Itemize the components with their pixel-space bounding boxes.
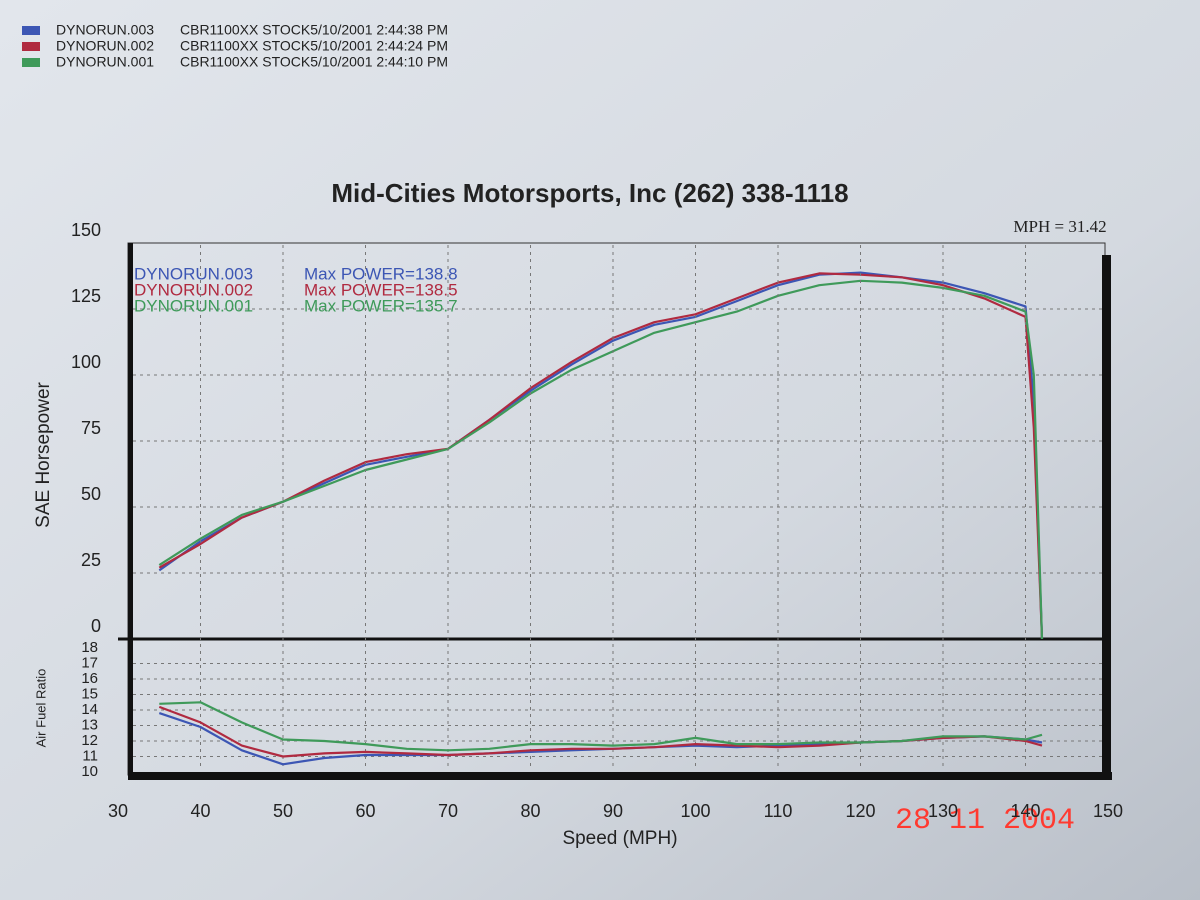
y-tick-label: 10 [81, 763, 98, 780]
y-tick-label: 25 [81, 550, 101, 570]
annotation: MPH = 31.42 [1013, 217, 1106, 236]
x-tick-label: 130 [928, 801, 958, 821]
series-line [159, 701, 1043, 752]
legend-swatch [22, 42, 40, 51]
legend-name: DYNORUN.001 [134, 296, 253, 315]
x-tick-label: 110 [764, 801, 793, 821]
run-info: CBR1100XX STOCK5/10/2001 2:44:38 PM [180, 22, 448, 38]
run-name: DYNORUN.003 [56, 22, 154, 38]
y-tick-label: 16 [81, 670, 98, 687]
y-tick-label: 14 [81, 701, 98, 718]
series-line [158, 272, 1044, 640]
y-tick-label: 18 [81, 639, 98, 656]
x-tick-label: 40 [190, 801, 210, 821]
y-tick-label: 15 [81, 685, 98, 702]
y-tick-label: 125 [71, 286, 101, 306]
y-tick-label: 75 [81, 418, 101, 438]
y-tick-label: 13 [81, 716, 98, 733]
x-tick-label: 90 [603, 801, 623, 821]
legend-swatch [22, 58, 40, 67]
photo-date-stamp: 28 11 2004 [895, 804, 1075, 838]
y-tick-label: 12 [81, 732, 98, 749]
y-tick-label: 0 [91, 616, 101, 636]
series-line [158, 271, 1044, 640]
y-tick-label: 100 [71, 352, 101, 372]
frame-left [128, 243, 133, 780]
y-tick-label: 11 [82, 747, 98, 764]
y-axis-label: Air Fuel Ratio [33, 669, 48, 748]
legend-note: Max POWER=138.5 [304, 280, 458, 299]
x-tick-label: 50 [273, 801, 293, 821]
y-tick-label: 17 [81, 654, 98, 671]
frame-shadow-bottom [128, 772, 1112, 780]
x-tick-label: 60 [355, 801, 375, 821]
series-line [158, 279, 1044, 640]
legend-name: DYNORUN.002 [134, 280, 253, 299]
x-tick-label: 120 [845, 801, 875, 821]
x-tick-label: 150 [1093, 801, 1123, 821]
x-tick-label: 70 [438, 801, 458, 821]
legend-note: Max POWER=135.7 [304, 296, 458, 315]
chart-title: Mid-Cities Motorsports, Inc (262) 338-11… [331, 178, 848, 208]
run-info: CBR1100XX STOCK5/10/2001 2:44:10 PM [180, 54, 448, 70]
legend-note: Max POWER=138.8 [304, 264, 458, 283]
y-axis-label: SAE Horsepower [33, 381, 54, 527]
x-tick-label: 100 [680, 801, 710, 821]
legend-name: DYNORUN.003 [134, 264, 253, 283]
x-tick-label: 30 [108, 801, 128, 821]
y-tick-label: 150 [71, 220, 101, 240]
run-name: DYNORUN.001 [56, 54, 154, 70]
frame-shadow-right [1102, 255, 1111, 780]
x-axis-label: Speed (MPH) [562, 828, 677, 849]
legend-swatch [22, 26, 40, 35]
x-tick-label: 140 [1010, 801, 1040, 821]
x-tick-label: 80 [520, 801, 540, 821]
y-tick-label: 50 [81, 484, 101, 504]
run-name: DYNORUN.002 [56, 38, 154, 54]
run-info: CBR1100XX STOCK5/10/2001 2:44:24 PM [180, 38, 448, 54]
